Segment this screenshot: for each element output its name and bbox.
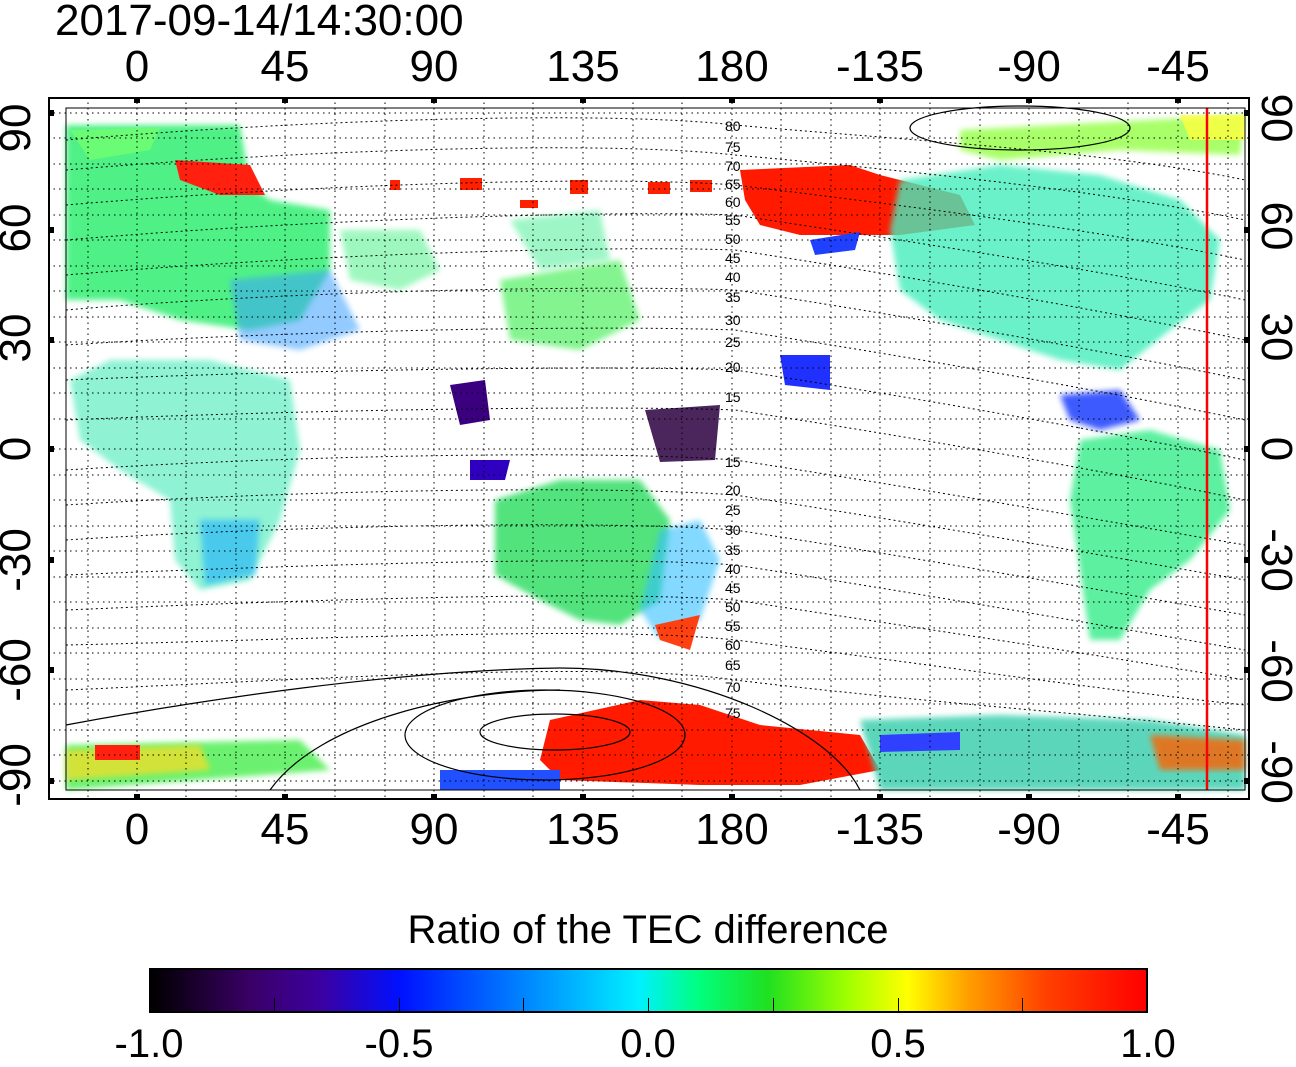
top-lon-label-135: 135 (546, 42, 620, 91)
top-lon-label-45: 45 (260, 42, 310, 91)
contour-label-s45: 45 (725, 580, 741, 596)
contour-label-n30: 30 (725, 312, 741, 328)
contour-label-s75: 75 (725, 705, 741, 721)
left-lat-label-m60: -60 (0, 638, 40, 702)
left-lat-label-0: 0 (0, 437, 41, 461)
colorbar-tick (773, 998, 774, 1013)
contour-label-n60: 60 (725, 194, 741, 210)
contour-label-s15: 15 (725, 454, 741, 470)
contour-label-n65: 65 (725, 176, 741, 192)
top-lon-label-m45: -45 (1146, 42, 1210, 91)
colorbar-label-max: 1.0 (1120, 1022, 1176, 1066)
graticule (48, 97, 1250, 800)
bottom-lon-label-m90: -90 (997, 805, 1061, 854)
right-lat-label-60: 60 (1252, 201, 1296, 251)
contour-label-s60: 60 (725, 637, 741, 653)
colorbar-label-zero: 0.0 (620, 1022, 676, 1066)
left-lat-label-30: 30 (0, 313, 40, 363)
left-lat-label-60: 60 (0, 203, 40, 253)
colorbar-title: Ratio of the TEC difference (407, 908, 889, 952)
contour-label-s20: 20 (725, 482, 741, 498)
colorbar-tick (1022, 998, 1023, 1013)
map-timestamp: 2017-09-14/14:30:00 (55, 0, 464, 45)
aurora-contours (65, 105, 1131, 791)
bottom-lon-label-m135: -135 (835, 805, 925, 854)
colorbar-tick (648, 998, 649, 1013)
right-lat-label-m90: -90 (1252, 740, 1296, 804)
colorbar-tick (274, 998, 275, 1013)
contour-label-n45: 45 (725, 250, 741, 266)
contour-label-s50: 50 (725, 599, 741, 615)
top-lon-label-m90: -90 (997, 42, 1061, 91)
right-lat-label-0: 0 (1251, 437, 1296, 461)
tec-map: 80 75 70 65 60 55 50 45 40 35 30 25 20 1… (48, 97, 1250, 800)
contour-label-s55: 55 (725, 618, 741, 634)
colorbar-tick (523, 998, 524, 1013)
contour-label-n80: 80 (725, 118, 741, 134)
tec-data-overlay (66, 115, 1245, 790)
left-lat-label-90: 90 (0, 103, 40, 153)
right-lat-label-m30: -30 (1252, 528, 1296, 592)
bottom-lon-label-45: 45 (260, 805, 310, 854)
right-lat-label-90: 90 (1252, 93, 1296, 143)
magnetic-latitude-contours (65, 117, 1246, 731)
axis-ticks (48, 97, 1250, 800)
contour-label-s40: 40 (725, 561, 741, 577)
left-lat-label-m30: -30 (0, 528, 40, 592)
contour-label-n20: 20 (725, 359, 741, 375)
bottom-lon-label-m45: -45 (1146, 805, 1210, 854)
contour-label-n35: 35 (725, 289, 741, 305)
right-lat-label-30: 30 (1252, 312, 1296, 362)
colorbar-label-min: -1.0 (114, 1022, 184, 1066)
contour-label-n25: 25 (725, 334, 741, 350)
right-lat-label-m60: -60 (1252, 639, 1296, 703)
colorbar-tick (399, 998, 400, 1013)
contour-label-s25: 25 (725, 502, 741, 518)
left-lat-label-m90: -90 (0, 743, 40, 807)
contour-label-n70: 70 (725, 158, 741, 174)
contour-labels: 80 75 70 65 60 55 50 45 40 35 30 25 20 1… (725, 118, 741, 721)
contour-label-s30: 30 (725, 522, 741, 538)
top-lon-label-0: 0 (124, 42, 150, 91)
contour-label-s35: 35 (725, 542, 741, 558)
top-lon-label-m135: -135 (835, 42, 925, 91)
contour-label-n75: 75 (725, 139, 741, 155)
contour-label-n50: 50 (725, 231, 741, 247)
contour-label-n15: 15 (725, 389, 741, 405)
top-lon-label-180: 180 (695, 42, 769, 91)
top-lon-label-90: 90 (409, 42, 459, 91)
bottom-lon-label-90: 90 (409, 805, 459, 854)
contour-label-n55: 55 (725, 212, 741, 228)
colorbar-tick (898, 998, 899, 1013)
colorbar-label-m05: -0.5 (364, 1022, 434, 1066)
contour-label-s65: 65 (725, 657, 741, 673)
bottom-lon-label-180: 180 (695, 805, 769, 854)
colorbar-label-p05: 0.5 (870, 1022, 926, 1066)
bottom-lon-label-135: 135 (546, 805, 620, 854)
contour-label-n40: 40 (725, 269, 741, 285)
bottom-lon-label-0: 0 (124, 805, 150, 854)
contour-label-s70: 70 (725, 679, 741, 695)
